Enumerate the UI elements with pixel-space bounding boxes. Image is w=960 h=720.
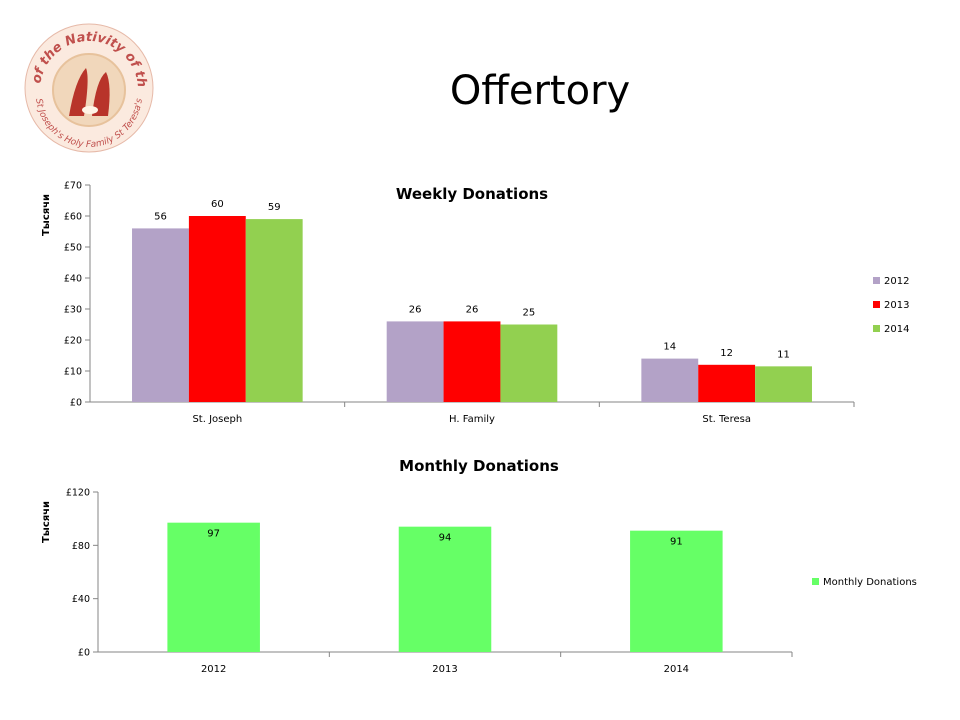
chart-title: Weekly Donations: [396, 185, 548, 203]
parish-logo: Parish of the Nativity of the Lord St Jo…: [20, 18, 158, 156]
data-label: 56: [154, 211, 167, 222]
bar: [630, 530, 723, 652]
legend-label: 2013: [884, 300, 909, 311]
bar: [641, 358, 699, 402]
data-label: 26: [409, 304, 422, 315]
bar: [386, 321, 444, 402]
y-axis-label: Тысячи: [41, 501, 52, 543]
x-tick-label: 2013: [432, 664, 457, 675]
page-title: Offertory: [449, 68, 631, 114]
bar: [443, 321, 501, 402]
x-tick-label: 2012: [201, 664, 226, 675]
legend-swatch: [873, 325, 880, 332]
y-tick-label: £10: [64, 367, 82, 378]
y-tick-label: £80: [72, 541, 90, 552]
y-tick-label: £40: [72, 594, 90, 605]
bar: [188, 216, 246, 402]
bar: [132, 228, 189, 402]
x-tick-label: St. Joseph: [192, 414, 242, 425]
y-tick-label: £40: [64, 274, 82, 285]
bar: [698, 364, 756, 402]
x-tick-label: St. Teresa: [702, 414, 751, 425]
data-label: 26: [466, 304, 479, 315]
data-label: 14: [663, 342, 676, 353]
data-label: 12: [720, 348, 733, 359]
y-axis-label: Тысячи: [41, 194, 52, 236]
y-tick-label: £0: [78, 648, 90, 659]
y-tick-label: £50: [64, 243, 82, 254]
data-label: 91: [670, 537, 683, 548]
y-tick-label: £70: [64, 181, 82, 192]
data-label: 11: [777, 349, 790, 360]
data-label: 25: [523, 308, 536, 319]
x-tick-label: H. Family: [449, 414, 495, 425]
data-label: 59: [268, 202, 281, 213]
legend-swatch: [873, 277, 880, 284]
data-label: 60: [211, 199, 224, 210]
bar: [245, 219, 303, 402]
legend-swatch: [812, 578, 819, 585]
x-tick-label: 2014: [664, 664, 689, 675]
y-tick-label: £120: [66, 488, 90, 499]
data-label: 94: [439, 533, 452, 544]
bar: [500, 324, 558, 402]
legend-label: 2012: [884, 276, 909, 287]
y-tick-label: £0: [70, 398, 82, 409]
legend-swatch: [873, 301, 880, 308]
y-tick-label: £30: [64, 305, 82, 316]
legend-label: 2014: [884, 324, 909, 335]
chart-title: Monthly Donations: [399, 457, 559, 475]
bar: [167, 522, 260, 652]
data-label: 97: [207, 529, 220, 540]
bar: [398, 526, 492, 652]
y-tick-label: £20: [64, 336, 82, 347]
legend-label: Monthly Donations: [823, 577, 917, 588]
bar: [755, 366, 812, 402]
y-tick-label: £60: [64, 212, 82, 223]
